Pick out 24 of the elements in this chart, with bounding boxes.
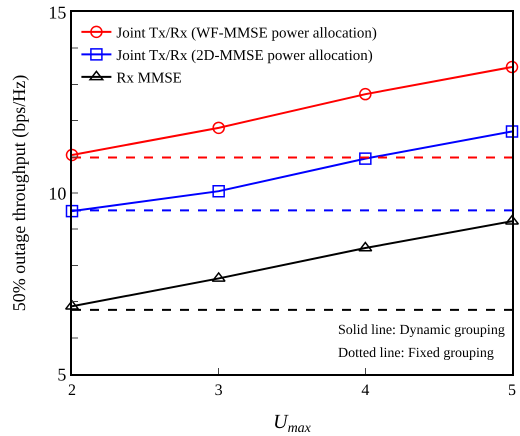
point [506, 60, 518, 74]
point [66, 148, 78, 162]
legend-label: Joint Tx/Rx (WF-MMSE power allocation) [116, 26, 377, 42]
y-tick-label: 15 [48, 2, 66, 22]
x-tick-label: 5 [508, 382, 516, 400]
point [506, 125, 518, 138]
y-tick-label: 5 [57, 364, 66, 384]
point [212, 184, 225, 198]
y-axis-title: 50% outage throughput (bps/Hz) [9, 74, 29, 312]
x-tick-label: 2 [68, 382, 76, 400]
point [359, 152, 372, 165]
legend-label: Joint Tx/Rx (2D-MMSE power allocation) [116, 48, 373, 64]
point [212, 122, 225, 134]
legend-label: Rx MMSE [116, 70, 182, 87]
x-axis-title: U$_{max}$ [273, 410, 312, 436]
point [359, 88, 372, 100]
annotation: Solid line: Dynamic grouping [338, 323, 505, 338]
x-tick-label: 4 [361, 382, 370, 400]
point [66, 204, 78, 218]
annotation: Dotted line: Fixed grouping [338, 346, 494, 361]
point [358, 242, 372, 252]
y-tick-label: 10 [48, 183, 66, 204]
point [504, 214, 520, 225]
x-tick-label: 3 [214, 382, 223, 400]
